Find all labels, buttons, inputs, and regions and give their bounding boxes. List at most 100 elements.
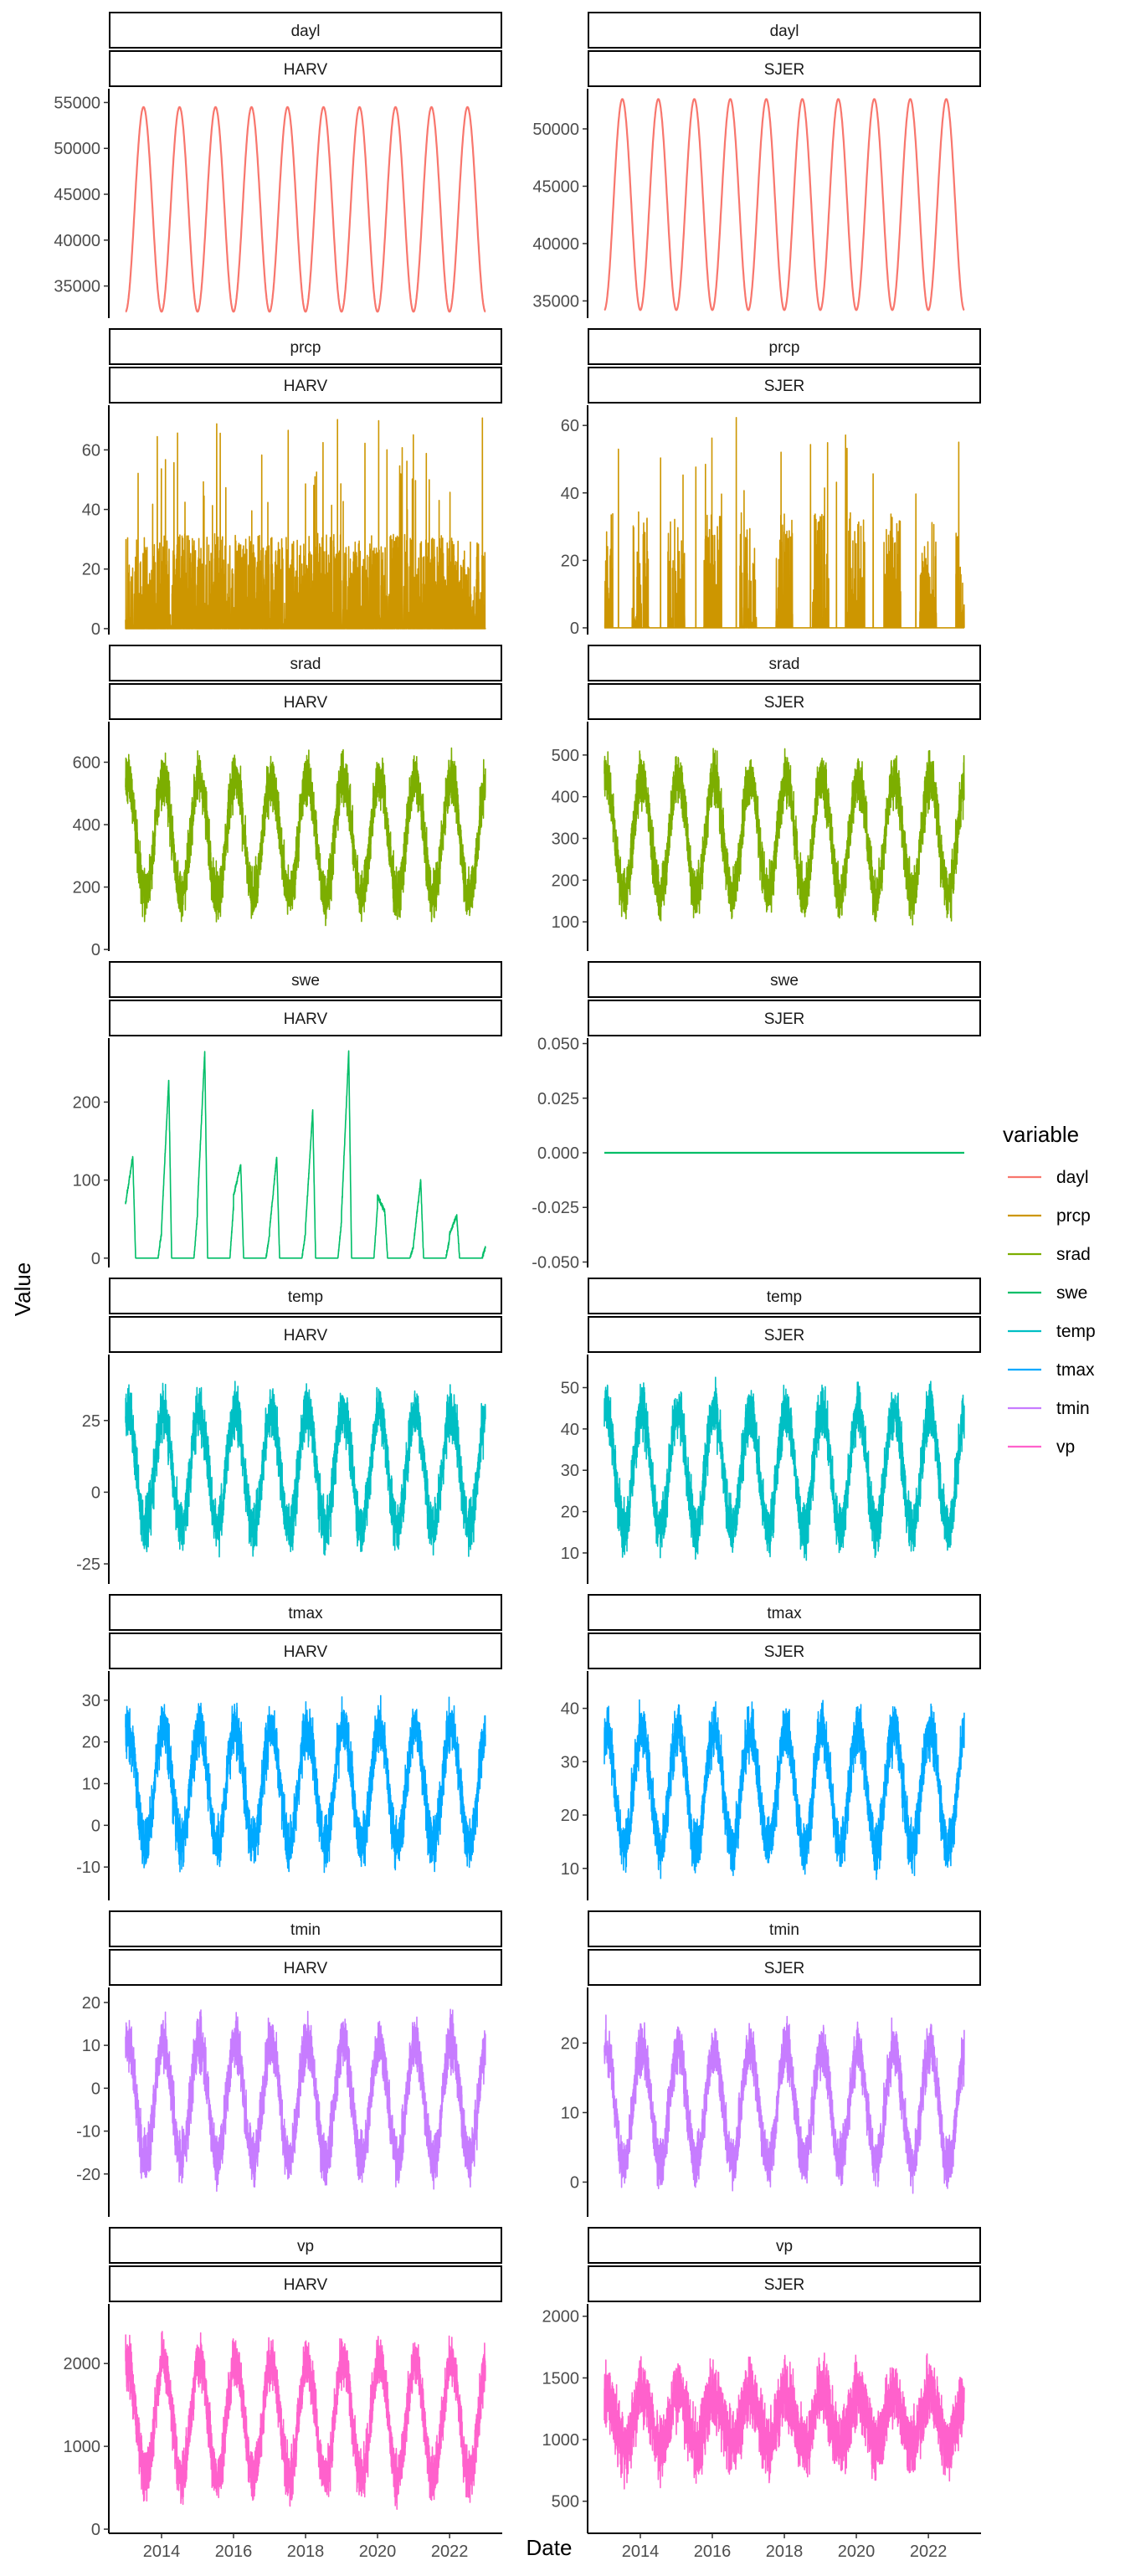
- y-axis-title: Value: [10, 1262, 35, 1317]
- y-tick-label: 20: [82, 561, 100, 579]
- series-line-vp-SJER: [604, 2352, 965, 2490]
- y-tick-label: 0: [91, 620, 100, 639]
- strip-variable: [588, 1910, 981, 1947]
- x-tick-label: 2022: [431, 2543, 469, 2561]
- series-line-tmax-SJER: [604, 1699, 965, 1880]
- y-tick-label: 0: [570, 2173, 579, 2192]
- y-tick-label: 300: [552, 830, 579, 848]
- strip-variable: [109, 1910, 502, 1947]
- y-tick-label: 50: [561, 1379, 579, 1397]
- y-tick-label: 50000: [532, 121, 579, 139]
- series-line-temp-HARV: [125, 1381, 486, 1558]
- x-tick-label: 2022: [910, 2543, 948, 2561]
- series-line-dayl-HARV: [125, 105, 486, 313]
- y-tick-label: 1500: [542, 2369, 580, 2388]
- strip-site: [109, 50, 502, 87]
- x-axis-title: Date: [527, 2535, 573, 2560]
- y-tick-label: 400: [552, 789, 579, 807]
- y-tick-label: 50000: [54, 140, 100, 158]
- y-tick-label: 40000: [54, 232, 100, 250]
- strip-site-label: SJER: [764, 1010, 805, 1028]
- strip-variable-label: tmin: [769, 1921, 799, 1939]
- y-tick-label: 0: [570, 620, 579, 638]
- strip-variable-label: dayl: [770, 23, 799, 40]
- series-line-tmin-SJER: [604, 2014, 965, 2194]
- y-tick-label: 30: [561, 1753, 579, 1771]
- x-tick-label: 2016: [694, 2543, 732, 2561]
- strip-variable-label: prcp: [290, 339, 321, 357]
- series-line-srad-HARV: [125, 747, 486, 927]
- strip-site: [588, 50, 981, 87]
- strip-site: [109, 1316, 502, 1353]
- strip-variable: [588, 961, 981, 998]
- strip-site-label: HARV: [284, 1327, 328, 1345]
- strip-site: [109, 1000, 502, 1036]
- y-tick-label: 40: [82, 501, 100, 520]
- y-tick-label: 100: [73, 1172, 100, 1190]
- legend-label: tmin: [1056, 1399, 1090, 1418]
- series-line-srad-SJER: [604, 748, 965, 926]
- y-tick-label: 500: [552, 747, 579, 765]
- strip-site-label: SJER: [764, 1327, 805, 1345]
- strip-site: [588, 1000, 981, 1036]
- strip-variable: [109, 2227, 502, 2264]
- strip-variable: [109, 1594, 502, 1631]
- y-tick-label: 35000: [54, 278, 100, 296]
- y-tick-label: -0.025: [532, 1199, 579, 1217]
- y-tick-label: 2000: [542, 2308, 580, 2327]
- strip-variable-label: swe: [291, 972, 320, 990]
- y-tick-label: 0.025: [537, 1090, 579, 1108]
- strip-site-label: SJER: [764, 1643, 805, 1661]
- x-tick-label: 2014: [622, 2543, 660, 2561]
- strip-site-label: HARV: [284, 378, 328, 395]
- series-line-tmax-HARV: [125, 1694, 486, 1874]
- x-tick-label: 2018: [287, 2543, 325, 2561]
- y-tick-label: 0: [91, 2521, 100, 2539]
- series-line-dayl-SJER: [604, 98, 965, 311]
- series-line-prcp-SJER: [604, 417, 965, 629]
- strip-variable: [588, 1278, 981, 1314]
- strip-variable-label: vp: [297, 2238, 314, 2255]
- legend-label: swe: [1056, 1283, 1087, 1303]
- strip-site-label: SJER: [764, 378, 805, 395]
- strip-site: [588, 1632, 981, 1669]
- x-tick-label: 2018: [766, 2543, 804, 2561]
- y-tick-label: 40000: [532, 235, 579, 254]
- y-tick-label: 60: [82, 441, 100, 460]
- y-tick-label: 1000: [542, 2431, 580, 2450]
- strip-variable-label: srad: [769, 656, 800, 673]
- strip-site: [588, 367, 981, 404]
- y-tick-label: 10: [82, 1776, 100, 1794]
- strip-site: [588, 683, 981, 720]
- strip-variable-label: prcp: [769, 339, 800, 357]
- y-tick-label: 0.000: [537, 1144, 579, 1163]
- y-tick-label: 200: [552, 872, 579, 890]
- strip-site-label: HARV: [284, 1960, 328, 1977]
- strip-site-label: HARV: [284, 2276, 328, 2294]
- x-tick-label: 2020: [838, 2543, 876, 2561]
- y-tick-label: 200: [73, 879, 100, 897]
- y-tick-label: 40: [561, 1421, 579, 1439]
- series-line-prcp-HARV: [125, 417, 486, 630]
- x-tick-label: 2014: [143, 2543, 181, 2561]
- strip-site-label: SJER: [764, 61, 805, 79]
- strip-variable: [109, 328, 502, 365]
- legend-label: dayl: [1056, 1168, 1089, 1187]
- y-tick-label: 20: [561, 2034, 579, 2053]
- y-tick-label: 100: [552, 913, 579, 932]
- y-tick-label: 20: [561, 1504, 579, 1522]
- legend-title: variable: [1003, 1122, 1079, 1147]
- strip-site: [109, 367, 502, 404]
- strip-site-label: HARV: [284, 61, 328, 79]
- y-tick-label: 10: [561, 1860, 579, 1879]
- strip-variable-label: temp: [288, 1288, 323, 1306]
- strip-variable-label: vp: [776, 2238, 793, 2255]
- strip-site: [109, 1632, 502, 1669]
- y-tick-label: 20: [561, 1807, 579, 1825]
- strip-site: [109, 1949, 502, 1986]
- legend-label: prcp: [1056, 1206, 1091, 1226]
- y-tick-label: 400: [73, 816, 100, 835]
- strip-variable-label: tmax: [767, 1605, 802, 1622]
- y-tick-label: 600: [73, 753, 100, 772]
- x-tick-label: 2016: [215, 2543, 253, 2561]
